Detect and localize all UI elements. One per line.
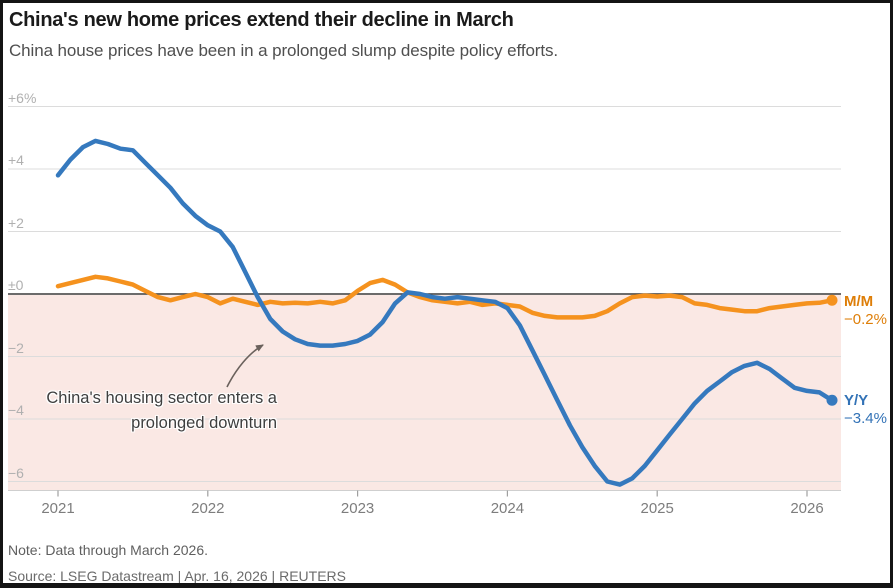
series-line-yy bbox=[55, 138, 835, 487]
annotation-text: China's housing sector enters a prolonge… bbox=[21, 386, 277, 436]
x-axis-label: 2025 bbox=[640, 500, 674, 517]
y-axis-label: −6 bbox=[8, 464, 24, 481]
y-axis-label: ±0 bbox=[8, 277, 24, 293]
series-label-yy: Y/Y −3.4% bbox=[844, 392, 887, 428]
series-end-dot-yy bbox=[826, 394, 838, 406]
y-axis-label: −4 bbox=[8, 402, 24, 418]
x-axis-label: 2022 bbox=[191, 500, 225, 517]
series-end-dot-mm bbox=[826, 294, 838, 306]
annotation-line2: prolonged downturn bbox=[131, 414, 277, 432]
y-axis-label: +4 bbox=[8, 152, 24, 168]
series-value-yy: −3.4% bbox=[844, 410, 887, 427]
source-line: Source: LSEG Datastream | Apr. 16, 2026 … bbox=[8, 568, 346, 584]
x-axis-label: 2026 bbox=[790, 500, 824, 517]
series-value-mm: −0.2% bbox=[844, 311, 887, 328]
x-axis-label: 2021 bbox=[41, 500, 75, 517]
y-axis-label: +6% bbox=[8, 89, 37, 106]
y-axis-label: +2 bbox=[8, 214, 24, 231]
annotation-arrow bbox=[226, 344, 264, 388]
footnote: Note: Data through March 2026. bbox=[8, 542, 209, 558]
chart-subtitle: China house prices have been in a prolon… bbox=[9, 41, 559, 60]
series-name-mm: M/M bbox=[844, 293, 874, 310]
series-label-mm: M/M −0.2% bbox=[844, 293, 887, 329]
chart-title: China's new home prices extend their dec… bbox=[9, 9, 514, 31]
annotation-line1: China's housing sector enters a bbox=[46, 389, 277, 407]
series-line-mm bbox=[55, 274, 835, 320]
series-name-yy: Y/Y bbox=[844, 392, 869, 409]
x-axis-label: 2023 bbox=[340, 500, 375, 517]
y-axis-label: −2 bbox=[8, 339, 24, 356]
chart-canvas bbox=[8, 106, 841, 497]
x-axis-label: 2024 bbox=[490, 500, 525, 517]
